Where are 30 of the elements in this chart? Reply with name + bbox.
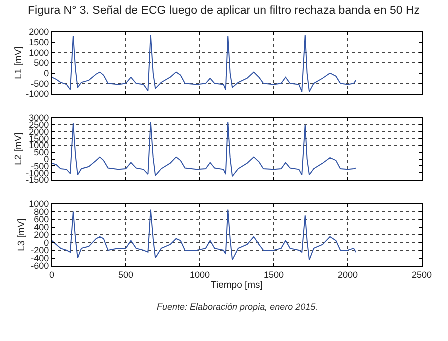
y-axis-title: L3 [mV] (16, 218, 28, 252)
x-tick-label: 1500 (264, 270, 284, 280)
line-series (52, 34, 357, 92)
y-tick-label: 2000 (29, 27, 50, 38)
y-tick-label: 0 (44, 68, 50, 78)
y-tick-label: 200 (34, 230, 50, 240)
line-series (52, 122, 357, 178)
x-tick-label: 2000 (338, 270, 358, 280)
x-axis-title: Tiempo [ms] (211, 280, 263, 291)
y-tick-label: 0 (44, 238, 50, 248)
y-tick-label: 800 (34, 206, 50, 217)
x-tick-label: 2500 (412, 270, 432, 280)
x-tick-label: 500 (118, 270, 134, 280)
y-tick-label: -200 (31, 246, 50, 256)
y-tick-label: -600 (31, 261, 50, 272)
y-tick-label: 500 (34, 58, 50, 68)
y-tick-label: 1000 (29, 199, 50, 210)
y-axis-title: L1 [mV] (13, 46, 24, 80)
line-series (52, 209, 357, 261)
chart-title: Figura N° 3. Señal de ECG luego de aplicar un filtro rechaza banda en 50 Hz (28, 5, 420, 18)
y-axis-title: L2 [mV] (13, 132, 24, 166)
source-note: Fuente: Elaboración propia, enero 2015. (157, 302, 318, 312)
y-tick-label: 400 (34, 222, 50, 232)
y-tick-label: -1000 (26, 89, 50, 100)
y-tick-label: -500 (31, 78, 50, 89)
y-tick-label: 1000 (29, 48, 50, 58)
y-tick-label: 600 (34, 214, 50, 225)
x-tick-label: 1000 (190, 270, 210, 280)
y-tick-label: -400 (31, 253, 50, 264)
y-tick-label: 1500 (29, 37, 50, 48)
